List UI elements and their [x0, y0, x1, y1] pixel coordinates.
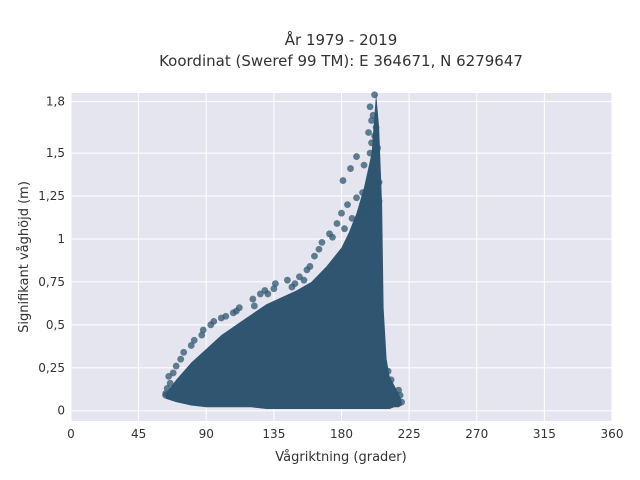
- data-point: [393, 395, 401, 403]
- data-point: [339, 177, 347, 184]
- data-point: [368, 139, 375, 147]
- y-tick-label: 0,5: [46, 318, 65, 332]
- data-point: [284, 276, 291, 284]
- x-tick-label: 315: [533, 427, 556, 441]
- x-tick-label: 180: [330, 427, 353, 441]
- data-point: [190, 336, 198, 344]
- data-point: [384, 367, 392, 375]
- data-point: [353, 194, 360, 202]
- data-point: [180, 348, 188, 356]
- data-point: [300, 276, 308, 284]
- data-point: [288, 283, 296, 291]
- data-point: [162, 391, 170, 399]
- data-point: [187, 342, 195, 349]
- data-point: [165, 372, 173, 380]
- data-point: [371, 132, 378, 140]
- x-tick-label: 135: [262, 427, 285, 441]
- dense-point-cloud: [165, 93, 402, 409]
- data-point: [271, 280, 279, 288]
- data-point: [264, 290, 272, 298]
- data-point: [344, 201, 351, 209]
- data-point: [366, 103, 374, 111]
- data-point: [387, 376, 395, 384]
- data-point: [395, 386, 403, 394]
- y-tick-label: 1,25: [38, 189, 65, 203]
- data-point: [207, 321, 215, 329]
- data-point: [353, 153, 360, 160]
- y-tick-label: 1,8: [46, 95, 65, 109]
- data-point: [357, 211, 365, 219]
- data-point: [338, 209, 345, 217]
- x-tick-label: 270: [465, 427, 488, 441]
- y-tick-label: 1: [57, 232, 65, 246]
- x-tick-label: 45: [131, 427, 146, 441]
- data-point: [198, 331, 206, 339]
- data-point: [375, 197, 383, 205]
- data-point: [163, 384, 171, 392]
- data-point: [368, 117, 375, 124]
- data-point: [329, 233, 336, 241]
- data-point: [333, 220, 341, 227]
- data-point: [347, 165, 354, 172]
- y-tick-label: 0,75: [38, 275, 65, 289]
- x-tick-label: 0: [67, 427, 75, 441]
- data-point: [372, 123, 380, 131]
- data-point: [369, 111, 377, 119]
- data-point: [368, 201, 375, 209]
- data-point: [270, 285, 278, 293]
- data-point: [359, 189, 366, 197]
- chart-subtitle: Koordinat (Sweref 99 TM): E 364671, N 62…: [159, 52, 523, 70]
- data-point: [249, 295, 257, 303]
- x-tick-label: 225: [398, 427, 421, 441]
- data-point: [371, 91, 378, 99]
- data-point: [311, 252, 318, 260]
- y-tick-label: 0,25: [38, 361, 65, 375]
- data-point: [303, 266, 311, 274]
- data-point: [229, 309, 237, 317]
- data-point: [166, 379, 174, 387]
- data-point: [365, 129, 372, 136]
- data-point: [375, 178, 383, 186]
- data-point: [366, 149, 374, 157]
- data-density-cloud: [165, 93, 402, 409]
- x-tick-label: 360: [601, 427, 624, 441]
- y-tick-label: 0: [57, 404, 65, 418]
- y-tick-label: 1,5: [46, 146, 65, 160]
- data-point: [318, 239, 326, 246]
- data-point: [348, 214, 356, 222]
- data-point: [217, 314, 225, 322]
- data-point: [256, 290, 264, 298]
- chart-title: År 1979 - 2019: [285, 30, 398, 49]
- data-points: [162, 91, 406, 406]
- data-point: [360, 161, 368, 169]
- data-point: [199, 326, 207, 334]
- x-axis-ticks: 0 45 90 135 180 225 270 315 360: [67, 427, 623, 441]
- y-axis-ticks: 0 0,25 0,5 0,75 1 1,25 1,5 1,8: [38, 95, 65, 418]
- x-axis-label: Vågriktning (grader): [275, 450, 406, 465]
- data-point: [315, 245, 323, 253]
- x-tick-label: 90: [199, 427, 214, 441]
- data-point: [374, 144, 381, 152]
- data-point: [177, 355, 185, 363]
- data-point: [250, 302, 258, 310]
- data-point: [172, 362, 180, 370]
- data-point: [341, 225, 348, 233]
- y-axis-label: Signifikant våghöjd (m): [17, 181, 32, 333]
